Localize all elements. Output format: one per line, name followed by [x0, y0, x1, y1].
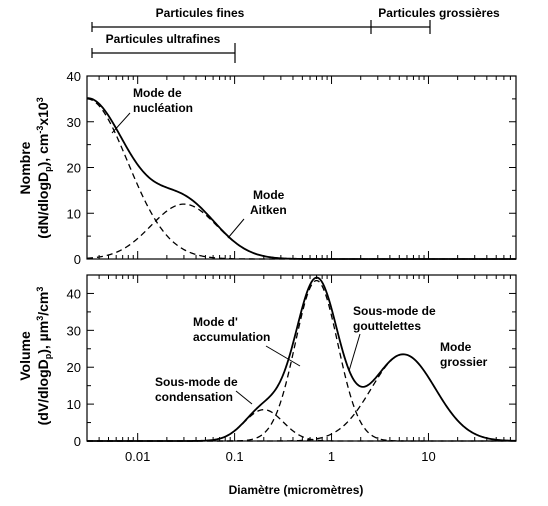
number-y-tick-label: 10: [67, 206, 81, 221]
volume-y-tick-label: 20: [67, 360, 81, 375]
number-y-tick-label: 30: [67, 115, 81, 130]
volume-panel-curves: [87, 276, 517, 442]
x-axis-title: Diamètre (micromètres): [229, 483, 364, 497]
volume-panel: 0 10 20 30 40 0.01 0.1 1 10 Volume (dV/dlogDp), …: [17, 274, 517, 497]
coarse-particles-label: Particules grossières: [378, 6, 500, 20]
condensation-submode-label-line2: condensation: [155, 390, 233, 404]
number-panel-tick-labels: 0 10 20 30 40: [67, 69, 81, 267]
volume-y-tick-label: 0: [74, 434, 81, 449]
aitken-mode-pointer: [227, 218, 245, 239]
fine-particles-label: Particules fines: [156, 6, 245, 20]
nucleation-mode-label-line2: nucléation: [133, 101, 193, 115]
ultrafine-particles-label: Particules ultrafines: [106, 32, 221, 46]
number-panel: 0 10 20 30 40 Nombre (dN/dlogDp), cm-3x103 M…: [17, 69, 517, 267]
droplet-submode-label-line2: gouttelettes: [353, 319, 421, 333]
aitken-mode-label-line1: Mode: [253, 188, 285, 202]
volume-y-tick-label: 10: [67, 397, 81, 412]
number-ylabel-line2: (dN/dlogDp), cm-3x103: [35, 97, 53, 238]
coarse-mode-label-line1: Mode: [440, 340, 472, 354]
nucleation-mode-label-line1: Mode de: [133, 86, 182, 100]
size-range-bars: [91, 20, 431, 63]
droplet-submode-pointer: [348, 333, 361, 372]
aitken-mode-label-line2: Aitken: [250, 203, 287, 217]
number-panel-curves: [86, 97, 516, 260]
number-y-tick-label: 0: [74, 252, 81, 267]
number-y-tick-label: 40: [67, 69, 81, 84]
volume-total-curve: [87, 276, 517, 442]
condensation-submode-label-line1: Sous-mode de: [155, 375, 238, 389]
number-total-curve: [87, 97, 516, 260]
volume-panel-ticks: [86, 274, 517, 442]
accumulation-mode-label-line1: Mode d': [193, 315, 238, 329]
droplet-submode-label-line1: Sous-mode de: [353, 304, 436, 318]
number-ylabel-line1: Nombre: [17, 141, 33, 194]
accumulation-mode-pointer: [265, 345, 301, 367]
volume-panel-tick-labels: 0 10 20 30 40 0.01 0.1 1 10: [67, 286, 436, 464]
number-y-tick-label: 20: [67, 161, 81, 176]
condensation-submode-pointer: [235, 390, 253, 405]
x-tick-label: 0.1: [226, 449, 244, 464]
x-tick-label: 1: [328, 449, 335, 464]
coarse-mode-label-line2: grossier: [440, 355, 488, 369]
x-tick-label: 10: [421, 449, 435, 464]
volume-y-tick-label: 40: [67, 286, 81, 301]
accumulation-mode-label-line2: accumulation: [193, 330, 270, 344]
nucleation-mode-pointer: [111, 112, 131, 134]
volume-ylabel-line2: (dV/dlogDp), µm3/cm3: [35, 287, 53, 426]
volume-ylabel-line1: Volume: [17, 331, 33, 381]
volume-y-tick-label: 30: [67, 323, 81, 338]
x-tick-label: 0.01: [125, 449, 150, 464]
